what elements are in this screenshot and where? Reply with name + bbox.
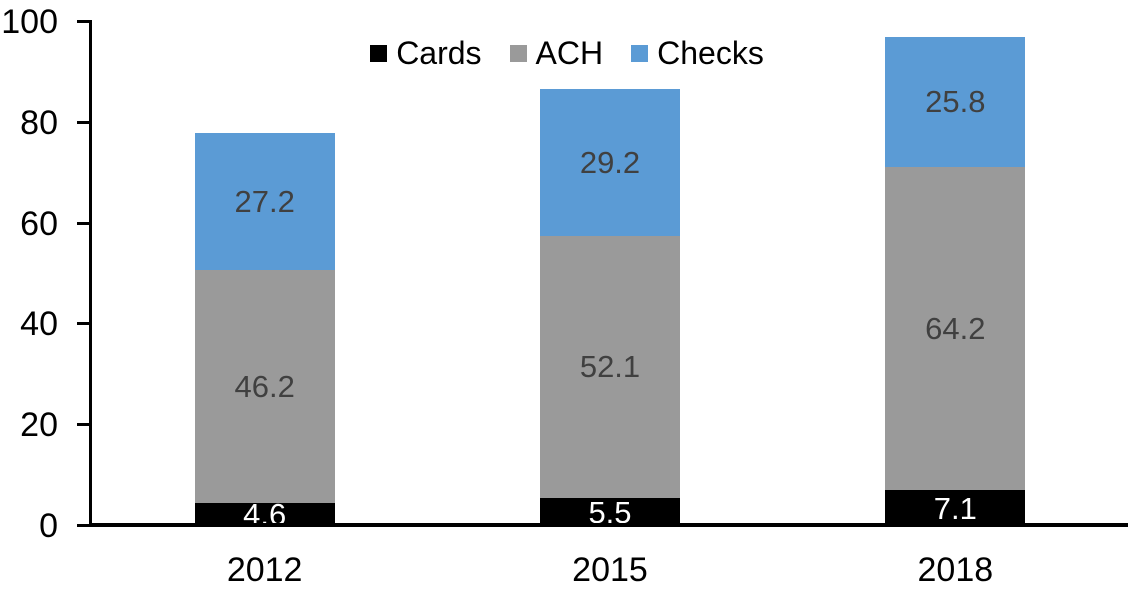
bar-2015-segment-checks: 29.2 [540, 88, 680, 236]
y-axis-tick [77, 524, 89, 527]
segment-value-label: 52.1 [579, 349, 641, 385]
bar-2018-segment-ach: 64.2 [885, 166, 1026, 491]
y-axis-tick-label: 40 [20, 305, 58, 344]
legend: Cards ACH Checks [0, 34, 1134, 72]
y-axis-tick-label: 100 [1, 3, 58, 41]
x-axis-category-label: 2015 [572, 551, 648, 589]
y-axis-tick [77, 423, 89, 427]
legend-label: Cards [396, 35, 482, 71]
segment-value-label: 25.8 [925, 84, 986, 120]
y-axis-tick [77, 322, 89, 326]
legend-swatch-cards [370, 44, 388, 62]
legend-swatch-checks [631, 44, 649, 62]
bar-2015-segment-cards: 5.5 [540, 494, 680, 530]
y-axis-tick-label: 60 [20, 204, 58, 243]
x-axis-line [89, 523, 1128, 527]
y-axis-tick-label: 80 [20, 103, 58, 142]
legend-label: Checks [657, 35, 764, 71]
y-axis-tick-label: 0 [39, 507, 58, 545]
x-axis-category-label: 2012 [226, 551, 303, 589]
legend-swatch-ach [509, 44, 527, 62]
segment-value-label: 64.2 [925, 310, 986, 346]
y-axis-tick [77, 221, 89, 225]
legend-label: ACH [535, 35, 604, 71]
legend-item-checks: Checks [631, 34, 764, 72]
segment-value-label: 7.1 [933, 490, 977, 526]
segment-value-label: 46.2 [234, 368, 295, 404]
segment-value-label: 5.5 [588, 494, 632, 530]
legend-item-ach: ACH [509, 34, 604, 72]
y-axis-tick [77, 20, 89, 23]
bar-2015-segment-ach: 52.1 [540, 235, 680, 499]
y-axis-line [89, 20, 92, 527]
segment-value-label: 29.2 [579, 144, 641, 180]
segment-value-label: 27.2 [234, 183, 295, 219]
bar-2012-segment-ach: 46.2 [194, 269, 335, 503]
bar-2018-segment-checks: 25.8 [885, 36, 1026, 167]
bar-2018-segment-cards: 7.1 [885, 490, 1026, 526]
y-axis-tick-label: 20 [20, 406, 58, 445]
y-axis-tick [77, 120, 89, 124]
legend-item-cards: Cards [370, 34, 482, 72]
bar-2012-segment-checks: 27.2 [194, 132, 335, 270]
x-axis-category-label: 2018 [917, 551, 994, 589]
